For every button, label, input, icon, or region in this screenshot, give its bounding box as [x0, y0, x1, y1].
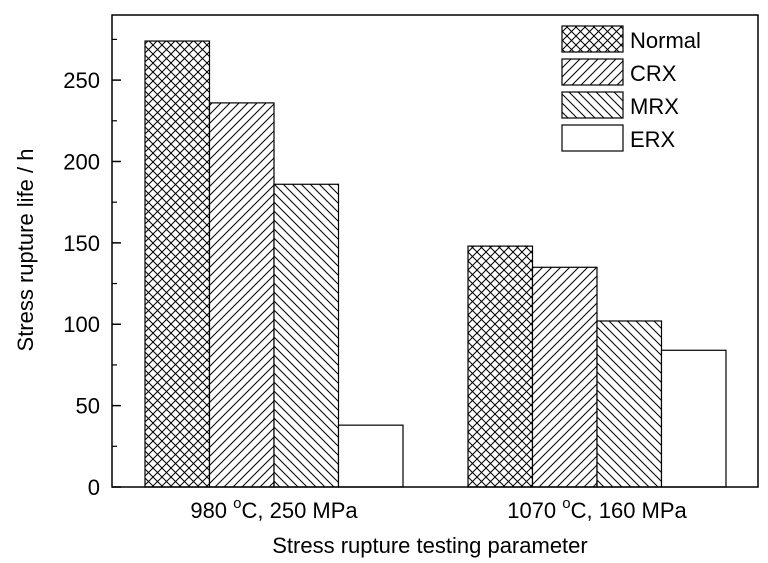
x-tick-label: 1070 oC, 160 MPa [507, 495, 687, 523]
y-tick-label: 150 [63, 231, 100, 256]
y-tick-label: 50 [76, 394, 100, 419]
x-axis-label: Stress rupture testing parameter [272, 533, 587, 558]
x-axis: 980 oC, 250 MPa 1070 oC, 160 MPa [190, 481, 688, 523]
legend-label-erx: ERX [630, 127, 676, 152]
degree-superscript: o [562, 495, 570, 512]
y-axis-label: Stress rupture life / h [13, 149, 38, 352]
x-tick-label-unit: C, 250 MPa [242, 498, 359, 523]
y-tick-label: 100 [63, 312, 100, 337]
degree-superscript: o [233, 495, 241, 512]
bar-crx-1 [208, 102, 275, 488]
legend: Normal CRX MRX ERX [561, 25, 701, 152]
legend-swatch-erx [561, 124, 624, 152]
y-tick-label: 250 [63, 68, 100, 93]
bar-mrx-2 [596, 320, 663, 488]
y-tick-label: 0 [88, 475, 100, 500]
bar-mrx-1 [273, 183, 340, 488]
y-tick-label: 200 [63, 149, 100, 174]
legend-label-crx: CRX [630, 61, 677, 86]
plot-frame [111, 14, 759, 488]
legend-swatch-mrx [561, 91, 624, 119]
legend-label-mrx: MRX [630, 94, 679, 119]
bar-erx-1 [337, 424, 404, 488]
legend-swatch-normal [561, 25, 624, 53]
bar-crx-2 [531, 266, 598, 488]
legend-label-normal: Normal [630, 28, 701, 53]
bars-group [144, 40, 727, 488]
bar-normal-2 [467, 245, 534, 488]
bar-normal-1 [144, 40, 211, 488]
x-tick-label-unit: C, 160 MPa [571, 498, 688, 523]
x-tick-label-value: 1070 [507, 498, 562, 523]
x-tick-label: 980 oC, 250 MPa [190, 495, 358, 523]
bar-erx-2 [660, 349, 727, 488]
y-axis: 0 50 100 150 200 250 [63, 38, 121, 500]
x-tick-label-value: 980 [190, 498, 233, 523]
legend-swatch-crx [561, 58, 624, 86]
